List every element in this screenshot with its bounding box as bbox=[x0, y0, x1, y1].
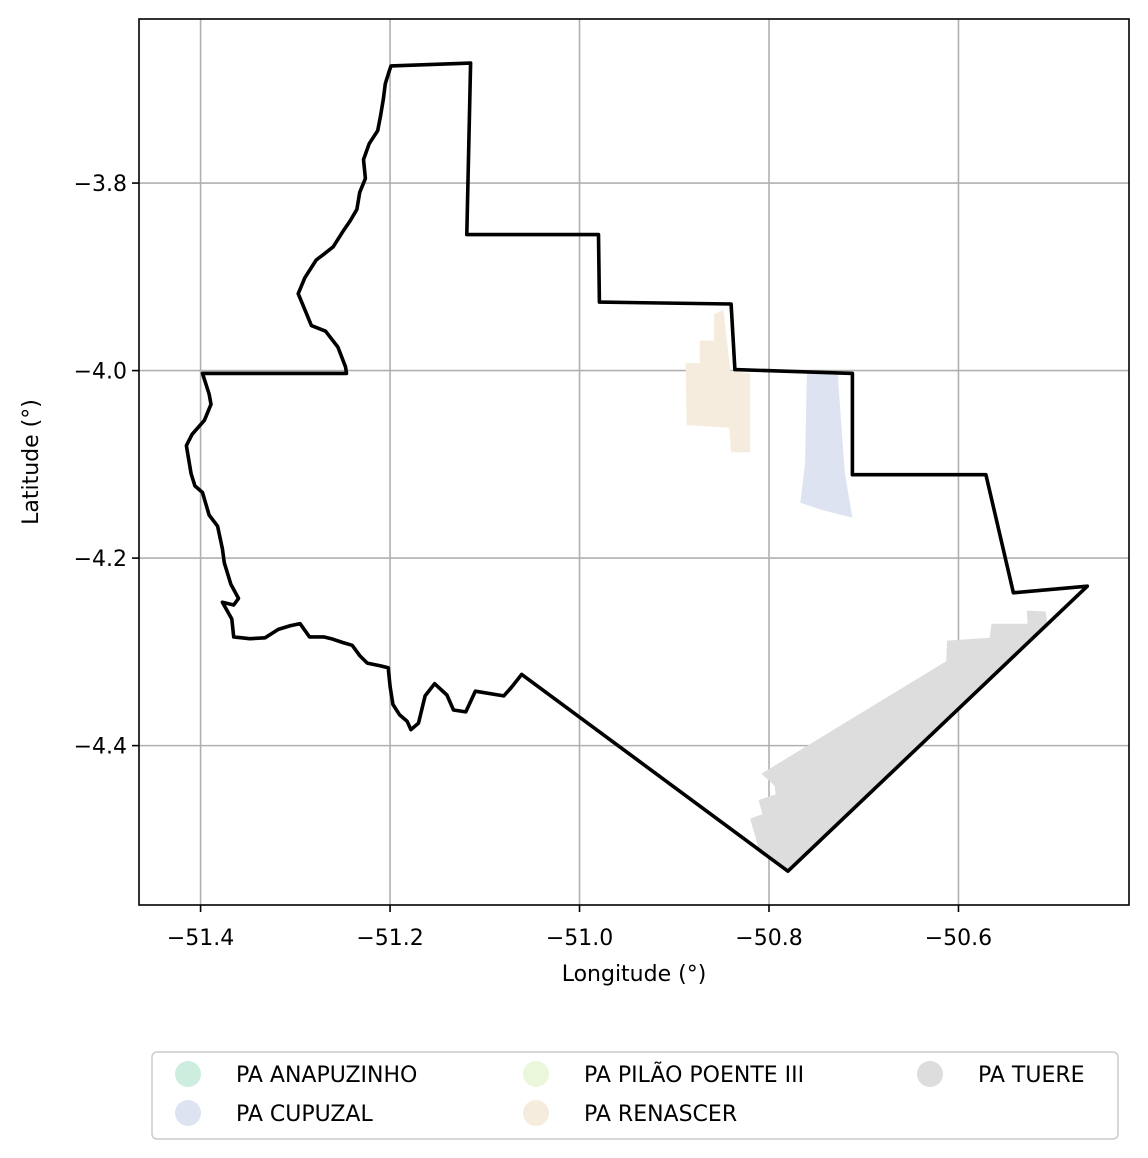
x-axis-label: Longitude (°) bbox=[562, 962, 707, 987]
settlement-pa-renascer bbox=[685, 309, 751, 453]
plot-frame bbox=[138, 18, 1130, 906]
y-axis-label: Latitude (°) bbox=[19, 399, 44, 525]
legend: PA ANAPUZINHO PA CUPUZAL PA PILÃO POENTE I… bbox=[151, 1051, 1119, 1140]
legend-label: PA PILÃO POENTE III bbox=[584, 1061, 804, 1088]
y-tick-label: −3.8 bbox=[74, 172, 127, 197]
grid bbox=[139, 19, 1129, 905]
x-tick-label: −51.0 bbox=[546, 926, 613, 951]
legend-label: PA TUERE bbox=[978, 1063, 1085, 1088]
legend-label: PA ANAPUZINHO bbox=[236, 1063, 417, 1088]
legend-marker bbox=[523, 1061, 549, 1087]
y-tick-label: −4.4 bbox=[74, 735, 127, 760]
legend-label: PA CUPUZAL bbox=[236, 1102, 373, 1127]
legend-label: PA RENASCER bbox=[584, 1102, 737, 1127]
legend-marker bbox=[523, 1100, 549, 1126]
x-tick-label: −50.8 bbox=[735, 926, 802, 951]
settlement-polygons bbox=[685, 309, 1048, 871]
legend-frame bbox=[151, 1051, 1119, 1140]
legend-marker bbox=[917, 1061, 943, 1087]
y-tick-label: −4.0 bbox=[74, 360, 127, 385]
y-tick-label: −4.2 bbox=[74, 547, 127, 572]
municipality-boundary bbox=[184, 61, 1090, 874]
legend-marker bbox=[175, 1100, 201, 1126]
x-tick-label: −51.2 bbox=[356, 926, 423, 951]
settlement-pa-cupuzal bbox=[800, 373, 853, 518]
legend-marker bbox=[175, 1061, 201, 1087]
axis-ticks: −51.4 −51.2 −51.0 −50.8 −50.6 −3.8 −4.0 −4.2 −4.… bbox=[74, 172, 993, 951]
x-tick-label: −51.4 bbox=[167, 926, 234, 951]
x-tick-label: −50.6 bbox=[925, 926, 992, 951]
settlement-pa-tuere bbox=[750, 610, 1048, 871]
boundary-outline bbox=[184, 61, 1090, 874]
